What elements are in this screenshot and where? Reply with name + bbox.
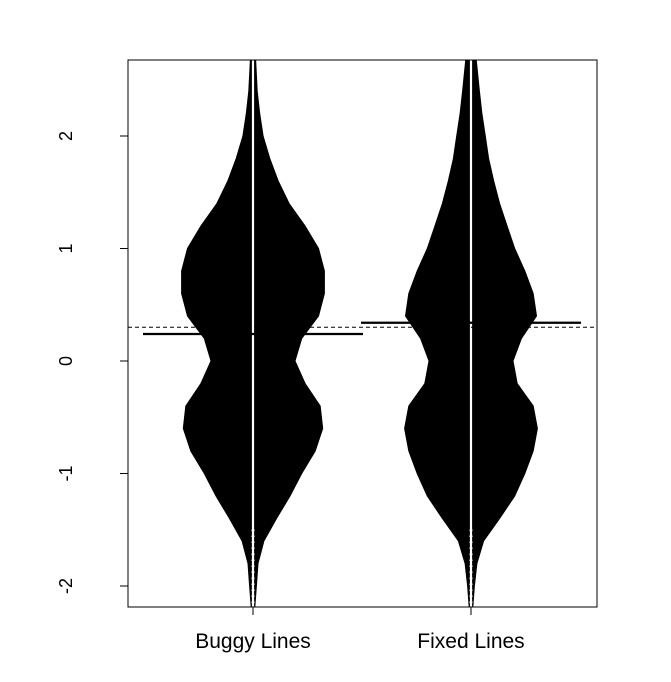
y-tick-label: 2 [56, 131, 76, 141]
bean-2-tail-mark [469, 529, 473, 531]
x-axis: Buggy Lines Fixed Lines [195, 607, 525, 653]
bean-2-tail-mark [469, 535, 473, 537]
bean-1-tail-mark [251, 535, 255, 537]
y-tick-label: -1 [56, 465, 76, 481]
bean-1-tail-mark [251, 583, 255, 585]
bean-1-tail-mark [251, 529, 255, 531]
bean-2-tail-mark [469, 565, 473, 567]
bean-2-tail-mark [469, 601, 473, 603]
y-tick-label: -2 [56, 578, 76, 594]
bean-2-tail-mark [469, 589, 473, 591]
bean-1-tail-mark [251, 559, 255, 561]
bean-1-tail-mark [251, 553, 255, 555]
bean-1-tail-mark [251, 541, 255, 543]
y-tick-label: 1 [56, 243, 76, 253]
plot-frame [127, 59, 598, 608]
bean-1-tail-mark [251, 565, 255, 567]
y-axis: -2 -1 0 1 2 [56, 131, 128, 594]
bean-1-tail-mark [251, 601, 255, 603]
bean-2-tail-mark [469, 577, 473, 579]
bean-2-tail-mark [469, 559, 473, 561]
bean-1-tail-mark [251, 547, 255, 549]
bean-2-tail-mark [469, 571, 473, 573]
plot-frame-layer [127, 59, 598, 608]
bean-1-tail-mark [251, 571, 255, 573]
bean-2-tail-mark [469, 541, 473, 543]
mean-lines-layer [128, 321, 597, 336]
bean-1-tail-mark [251, 589, 255, 591]
bean-2-tail-mark [469, 553, 473, 555]
y-tick-label: 0 [56, 356, 76, 366]
bean-2-tail-mark [469, 547, 473, 549]
bean-1-tail-mark [251, 595, 255, 597]
bean-2-tail-mark [469, 595, 473, 597]
bean-1-tail-mark [251, 577, 255, 579]
x-category-label: Fixed Lines [417, 630, 524, 653]
bean-2-tail-mark [469, 583, 473, 585]
x-category-label: Buggy Lines [195, 630, 311, 653]
